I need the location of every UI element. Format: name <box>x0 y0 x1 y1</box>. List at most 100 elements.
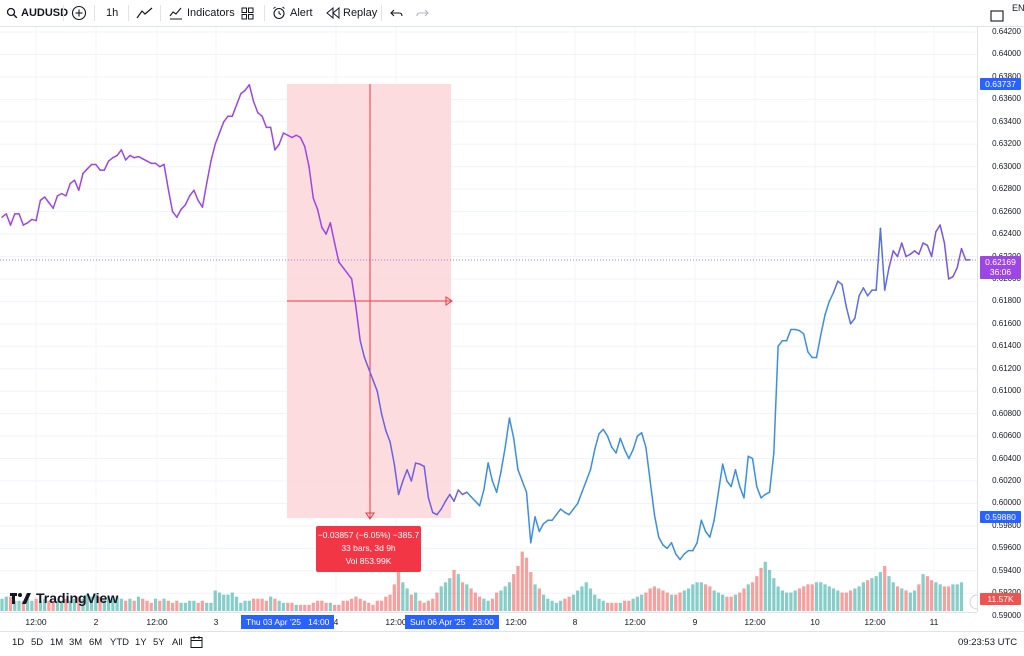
price-line-segment <box>376 390 383 415</box>
price-line-segment <box>329 222 336 244</box>
price-line-segment <box>359 339 366 359</box>
replay-button[interactable]: Replay <box>326 0 377 26</box>
volume-bar <box>243 600 247 611</box>
price-line-segment <box>504 417 511 449</box>
price-tag-current-value: 0.62169 <box>985 256 1016 267</box>
time-axis-label: 12:00 <box>146 617 168 627</box>
interval-button[interactable]: 1h <box>106 0 118 26</box>
scroll-right-button[interactable] <box>969 594 977 610</box>
price-line-segment <box>470 495 477 502</box>
language-button[interactable]: EN <box>1012 0 1024 21</box>
volume-bar <box>222 594 226 611</box>
price-line-segment <box>645 446 651 482</box>
price-line-segment <box>824 300 831 316</box>
volume-bar <box>269 596 273 611</box>
volume-bar <box>512 574 516 611</box>
range-button-1d[interactable]: 1D <box>12 637 25 648</box>
price-line-segment <box>474 500 481 507</box>
price-axis-label: 0.61800 <box>992 296 1021 306</box>
price-line-segment <box>86 163 93 170</box>
volume-bar <box>141 598 145 611</box>
fullscreen-button[interactable] <box>990 3 1004 29</box>
price-line-segment <box>675 553 681 561</box>
price-line-segment <box>815 334 822 359</box>
volume-bar <box>597 598 601 611</box>
language-label: EN <box>1012 3 1024 13</box>
price-line-segment <box>760 493 767 499</box>
range-button-ytd[interactable]: YTD <box>110 637 129 648</box>
plus-circle-icon <box>71 5 87 21</box>
range-button-5d[interactable]: 5D <box>31 637 44 648</box>
price-axis-label: 0.60000 <box>992 498 1021 508</box>
volume-bar <box>520 551 524 611</box>
volume-bar <box>200 600 205 611</box>
price-line-segment <box>858 287 865 297</box>
volume-bar <box>290 602 294 611</box>
price-line-segment <box>589 448 596 471</box>
time-tag-start-time: 14:00 <box>308 617 330 627</box>
undo-button[interactable] <box>390 0 403 26</box>
volume-bar <box>234 596 239 611</box>
price-line-segment <box>308 165 315 199</box>
volume-bar <box>789 592 793 611</box>
volume-bar <box>738 592 742 611</box>
volume-bar <box>780 590 784 611</box>
measure-volume: Vol 853.99K <box>345 556 392 566</box>
time-axis-label: 3 <box>213 617 219 627</box>
time-tag-end: Sun 06 Apr '25 23:00 <box>405 615 499 629</box>
price-axis[interactable]: 0.64200 0.64000 0.63800 0.63600 0.63400 0.632… <box>977 27 1024 620</box>
divider <box>381 5 382 21</box>
chart-type-button[interactable] <box>136 0 153 26</box>
price-tag-current: 0.62169 36:06 <box>980 255 1021 279</box>
volume-bar <box>665 592 669 611</box>
price-line-segment <box>700 519 707 533</box>
volume-bar <box>405 588 409 611</box>
price-axis-label: 0.64000 <box>992 49 1021 59</box>
price-line-segment <box>295 134 302 139</box>
layout-button[interactable] <box>241 0 254 26</box>
symbol-search[interactable]: AUDUSD <box>6 0 68 26</box>
price-line-segment <box>393 463 400 496</box>
compare-button[interactable] <box>71 0 87 26</box>
tradingview-logo-icon <box>10 592 31 604</box>
price-line-segment <box>197 199 204 208</box>
volume-bar <box>341 600 345 611</box>
measure-change: −0.03857 (−6.05%) −385.7 <box>317 530 420 540</box>
volume-bar <box>627 600 631 611</box>
volume-bar <box>934 582 938 611</box>
range-button-3m[interactable]: 3M <box>69 637 83 648</box>
price-line-segment <box>888 250 894 269</box>
range-button-1y[interactable]: 1Y <box>135 637 147 648</box>
range-button-5y[interactable]: 5Y <box>153 637 165 648</box>
date-range-button[interactable] <box>190 635 204 652</box>
price-line-segment <box>137 155 144 160</box>
calendar-icon <box>190 636 203 648</box>
range-button-all[interactable]: All <box>172 637 183 648</box>
range-button-1m[interactable]: 1M <box>50 637 64 648</box>
alert-button[interactable]: Alert <box>272 0 313 26</box>
price-line-segment <box>738 485 745 499</box>
price-line-segment <box>785 328 792 342</box>
price-line-segment <box>636 431 643 437</box>
price-axis-label: 0.63600 <box>992 94 1021 104</box>
price-line-segment <box>956 247 963 269</box>
volume-bar <box>21 600 25 611</box>
price-tag-high-text: 0.63737 <box>985 78 1016 89</box>
volume-bar <box>55 600 60 611</box>
volume-bar <box>17 600 21 611</box>
redo-button[interactable] <box>416 0 429 26</box>
volume-bar <box>132 600 136 611</box>
indicators-button[interactable]: Indicators <box>169 0 235 26</box>
price-line-segment <box>346 272 353 280</box>
price-line-segment <box>5 213 12 226</box>
tradingview-logo[interactable]: TradingView <box>10 590 118 606</box>
divider <box>63 5 64 21</box>
time-axis[interactable]: 11 12:00 10 12:00 9 12:00 8 12:00 12:00 4 3 12:00 2 1… <box>0 612 977 631</box>
range-button-6m[interactable]: 6M <box>89 637 103 648</box>
price-line-segment <box>286 134 293 139</box>
utc-clock[interactable]: 09:23:53 UTC <box>958 637 1017 648</box>
volume-bar <box>72 598 77 611</box>
volume-bar <box>311 602 315 611</box>
price-chart[interactable] <box>0 27 977 612</box>
volume-bar <box>716 592 721 611</box>
